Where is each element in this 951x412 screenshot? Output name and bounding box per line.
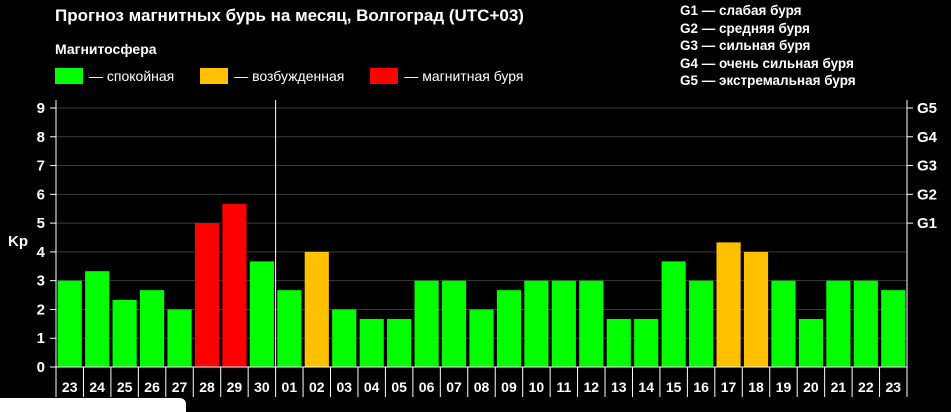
- bar-30: [881, 290, 906, 367]
- x-tick-label-22: 15: [666, 379, 682, 395]
- legend-label-calm: — спокойная: [89, 68, 175, 84]
- bar-28: [826, 280, 851, 367]
- bar-5: [194, 223, 220, 367]
- g-legend-g1: G1 — слабая буря: [680, 3, 802, 18]
- bar-1: [85, 271, 110, 367]
- bar-12: [387, 318, 412, 367]
- x-tick-label-5: 28: [199, 379, 215, 395]
- bar-26: [771, 280, 796, 367]
- x-tick-label-3: 26: [144, 379, 160, 395]
- g-legend-g2: G2 — средняя буря: [680, 20, 810, 36]
- x-tick-label-24: 17: [721, 379, 737, 395]
- x-tick-label-18: 11: [556, 379, 571, 395]
- y-tick-label-7: 7: [37, 158, 45, 175]
- bar-0: [57, 280, 82, 367]
- y-tick-label-3: 3: [37, 273, 45, 290]
- x-tick-label-20: 13: [611, 379, 627, 395]
- g-legend-g4: G4 — очень сильная буря: [680, 55, 854, 71]
- right-tick-label-G3: G3: [917, 158, 937, 175]
- bar-9: [304, 251, 329, 367]
- g-legend-g5: G5 — экстремальная буря: [680, 73, 856, 89]
- legend-label-excited: — возбужденная: [234, 68, 345, 84]
- bar-8: [277, 290, 302, 367]
- bar-14: [441, 280, 467, 367]
- bar-11: [359, 318, 384, 367]
- y-tick-label-5: 5: [37, 215, 45, 232]
- x-tick-label-30: 23: [885, 379, 901, 395]
- bar-21: [634, 318, 659, 367]
- legend-item-excited: — возбужденная: [200, 68, 344, 84]
- x-tick-label-29: 22: [858, 379, 874, 395]
- x-tick-label-17: 10: [529, 379, 545, 395]
- x-tick-label-6: 29: [227, 379, 243, 395]
- bar-2: [112, 299, 137, 367]
- x-tick-label-21: 14: [638, 379, 654, 395]
- y-tick-label-2: 2: [37, 301, 45, 318]
- x-tick-label-15: 08: [474, 379, 490, 395]
- bar-3: [140, 290, 165, 367]
- bar-4: [167, 309, 192, 367]
- right-tick-label-G4: G4: [917, 129, 938, 146]
- x-tick-label-12: 05: [391, 379, 407, 395]
- bar-29: [853, 280, 878, 367]
- x-tick-label-25: 18: [748, 379, 764, 395]
- bar-18: [551, 280, 576, 367]
- legend-item-calm: — спокойная: [55, 68, 174, 84]
- legend-heading: Магнитосфера: [55, 41, 157, 57]
- legend-swatch-excited: [200, 68, 229, 84]
- y-tick-label-4: 4: [37, 244, 46, 261]
- x-tick-label-0: 23: [62, 379, 78, 395]
- x-tick-label-26: 19: [776, 379, 792, 395]
- x-tick-label-1: 24: [89, 379, 105, 395]
- x-tick-label-8: 01: [282, 379, 298, 395]
- y-tick-label-8: 8: [37, 129, 45, 146]
- x-tick-label-7: 30: [254, 379, 270, 395]
- bar-22: [661, 261, 686, 367]
- g-legend-g3: G3 — сильная буря: [680, 38, 811, 54]
- bar-24: [716, 242, 741, 367]
- x-tick-label-11: 04: [364, 379, 380, 395]
- bar-6: [222, 203, 247, 367]
- bar-17: [524, 280, 549, 367]
- x-tick-label-2: 25: [117, 379, 133, 395]
- x-tick-label-13: 06: [419, 379, 435, 395]
- legend-swatch-calm: [55, 68, 83, 84]
- bar-20: [606, 318, 631, 367]
- bar-15: [469, 309, 494, 367]
- x-tick-label-9: 02: [309, 379, 325, 395]
- bar-19: [579, 280, 604, 367]
- y-tick-label-0: 0: [37, 359, 45, 376]
- legend-item-storm: — магнитная буря: [370, 68, 523, 84]
- bar-16: [496, 290, 522, 367]
- y-tick-label-9: 9: [37, 100, 45, 117]
- bar-10: [332, 309, 357, 367]
- chart-title: Прогноз магнитных бурь на месяц, Волгогр…: [55, 6, 524, 25]
- right-tick-label-G1: G1: [917, 215, 937, 232]
- legend: — спокойная — возбужденная — магнитная б…: [55, 68, 549, 84]
- right-tick-label-G5: G5: [917, 100, 937, 117]
- x-tick-label-16: 09: [501, 379, 517, 395]
- y-axis-label: Kp: [8, 233, 28, 250]
- bar-7: [249, 261, 274, 367]
- g-scale-legend: G1 — слабая буря G2 — средняя буря G3 — …: [680, 2, 856, 90]
- x-tick-label-14: 07: [446, 379, 462, 395]
- x-tick-label-28: 21: [831, 379, 847, 395]
- legend-swatch-storm: [370, 68, 399, 84]
- bottom-toolbar-fragment: [0, 398, 186, 412]
- right-tick-label-G2: G2: [917, 186, 937, 203]
- bar-25: [743, 251, 769, 367]
- x-tick-label-4: 27: [172, 379, 188, 395]
- x-tick-label-23: 16: [693, 379, 709, 395]
- legend-label-storm: — магнитная буря: [404, 68, 524, 84]
- bar-27: [798, 318, 823, 367]
- y-tick-label-6: 6: [37, 186, 45, 203]
- bar-23: [689, 280, 714, 367]
- bar-13: [414, 280, 439, 367]
- x-tick-label-19: 12: [584, 379, 600, 395]
- x-tick-label-10: 03: [336, 379, 352, 395]
- x-tick-label-27: 20: [803, 379, 819, 395]
- y-tick-label-1: 1: [37, 330, 45, 347]
